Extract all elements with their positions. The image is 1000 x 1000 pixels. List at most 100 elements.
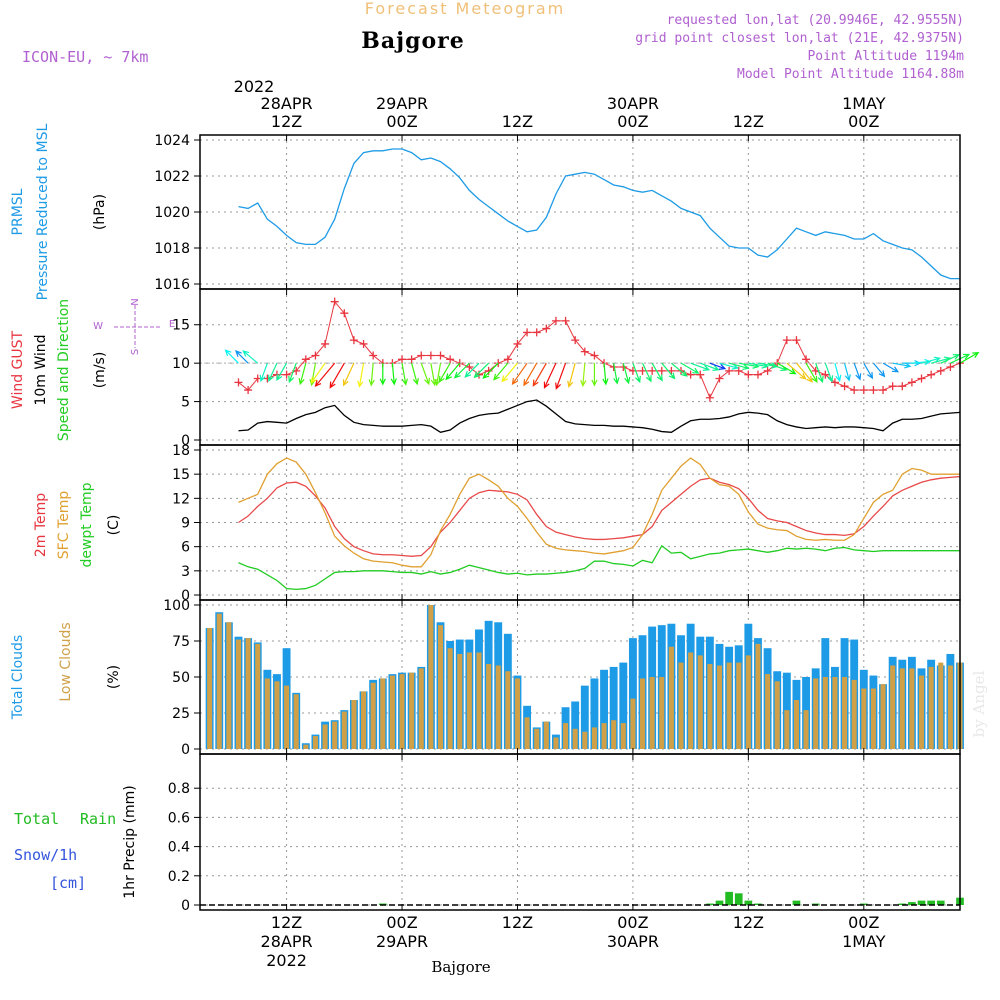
rain-bar (734, 893, 743, 905)
low-cloud-bar (918, 675, 925, 749)
y-tick-label: 75 (172, 634, 190, 650)
wind-arrow (872, 362, 886, 378)
bottom-hour-label: 00Z (848, 913, 879, 932)
gust-marker (282, 370, 291, 379)
total-cloud-bar (600, 669, 608, 749)
panel3-labels: 2m Temp SFC Temp dewpt Temp (C) (33, 482, 122, 567)
low-cloud-bar (332, 721, 338, 749)
y-tick-label: 12 (172, 491, 190, 507)
gust-marker (763, 366, 772, 375)
top-hour-label: 00Z (386, 112, 417, 131)
total-clouds-label: Total Clouds (10, 635, 26, 720)
low-cloud-bar (437, 625, 444, 749)
low-cloud-bar (774, 681, 780, 749)
low-cloud-bar (668, 646, 674, 749)
low-cloud-bar (505, 671, 511, 749)
bottom-date-label: 29APR (376, 932, 428, 951)
wind-arrow (863, 362, 874, 380)
low-cloud-bar (842, 677, 848, 749)
gust-marker (417, 351, 426, 360)
top-date-label: 28APR (261, 94, 313, 113)
precip-unit-label: 1hr Precip (mm) (122, 785, 138, 898)
low-cloud-bar (255, 643, 261, 749)
low-cloud-bar (678, 662, 684, 749)
wind-arrow (580, 363, 587, 388)
series-line-dewpt-temp (238, 544, 960, 591)
low-cloud-bar (389, 675, 395, 749)
low-cloud-bar (611, 720, 617, 749)
low-cloud-bar (793, 700, 799, 749)
rain-bar (908, 902, 916, 905)
gust-marker (407, 355, 416, 364)
low-cloud-bar (851, 679, 857, 749)
low-cloud-bar (322, 724, 328, 749)
gust-marker (648, 366, 657, 375)
bottom-hour-label: 12Z (271, 913, 302, 932)
panel-4: 0 25 50 75 100 (163, 598, 964, 758)
info-line-2: grid point closest lon,lat (21E, 42.9375… (635, 31, 964, 46)
top-date-label: 29APR (376, 94, 428, 113)
gust-marker (436, 351, 445, 360)
gust-marker (561, 316, 570, 325)
low-clouds-label: Low Clouds (58, 622, 74, 701)
low-cloud-bar (303, 744, 309, 749)
low-cloud-bar (370, 682, 376, 749)
y-tick-label: 25 (172, 706, 190, 722)
wind-arrow (795, 362, 813, 383)
gust-marker (234, 378, 243, 387)
gust-marker (398, 355, 407, 364)
gust-marker (725, 366, 734, 375)
gust-marker (551, 316, 560, 325)
wind-arrow (921, 356, 942, 364)
wind-arrow (523, 362, 538, 387)
y-tick-label: 0 (181, 433, 190, 449)
low-cloud-bar (707, 664, 713, 749)
gust-marker (426, 351, 435, 360)
hpa-unit-label: (hPa) (92, 194, 108, 230)
gust-marker (311, 351, 320, 360)
panel-2: 0 5 10 15 (172, 288, 980, 449)
compass-s: S (130, 349, 141, 355)
low-cloud-bar (765, 674, 771, 749)
series-line-2m-temp (238, 475, 961, 557)
low-cloud-bar (428, 605, 434, 749)
top-year-label: 2022 (234, 77, 275, 96)
low-cloud-bar (514, 678, 520, 749)
gust-marker (542, 324, 551, 333)
low-cloud-bar (870, 688, 876, 749)
low-cloud-bar (274, 681, 280, 749)
low-cloud-bar (486, 664, 492, 749)
low-cloud-bar (726, 662, 732, 749)
rain-bar (917, 900, 926, 905)
wind-arrow (719, 362, 739, 370)
rain-bar (744, 900, 753, 905)
wind-arrow (438, 362, 451, 384)
low-cloud-bar (938, 662, 944, 749)
wind-arrow (651, 362, 663, 382)
y-tick-label: 50 (172, 670, 190, 686)
gust-marker (523, 328, 532, 337)
low-cloud-bar (620, 723, 626, 749)
wind-arrow (259, 362, 268, 383)
low-cloud-bar (591, 727, 597, 749)
percent-unit-label: (%) (106, 665, 122, 689)
bottom-hour-label: 12Z (502, 913, 533, 932)
wind-arrow (493, 362, 509, 381)
wind-arrow (390, 363, 397, 386)
bottom-date-label: 30APR (607, 932, 659, 951)
wind-arrow (368, 363, 375, 387)
snow-label: Snow/1h (14, 846, 77, 864)
rain-bar (754, 903, 762, 905)
low-cloud-bar (688, 652, 694, 749)
wind-arrow (445, 362, 461, 381)
footer-location: Bajgore (431, 958, 490, 976)
wind-arrow (288, 362, 297, 384)
low-cloud-bar (880, 684, 886, 749)
gust-marker (705, 393, 714, 402)
model-label: ICON-EU, ~ 7km (22, 48, 148, 66)
total-cloud-bar (590, 678, 599, 749)
low-cloud-bar (640, 678, 646, 749)
panels: 1016101810201022102405101503691215180255… (154, 133, 980, 914)
